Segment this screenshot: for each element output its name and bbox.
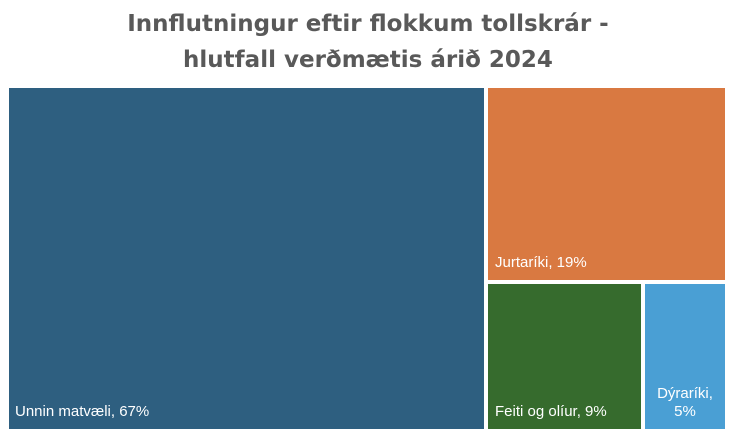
tile-label-dyrariki-line1: Dýraríki,	[657, 385, 713, 402]
tile-jurtariki: Jurtaríki, 19%	[488, 88, 725, 280]
tile-label-dyrariki-line2: 5%	[674, 403, 696, 420]
tile-label-unnin-matvaeli: Unnin matvæli, 67%	[15, 403, 150, 420]
tile-label-dyrariki: Dýraríki, 5%	[645, 385, 725, 421]
tile-label-jurtariki: Jurtaríki, 19%	[495, 254, 587, 271]
tile-feiti-og-oliur: Feiti og olíur, 9%	[488, 284, 641, 429]
chart-title: Innflutningur eftir flokkum tollskrár -	[127, 11, 609, 37]
tile-label-feiti-og-oliur: Feiti og olíur, 9%	[495, 403, 607, 420]
tile-dyrariki: Dýraríki, 5%	[645, 284, 725, 429]
chart-subtitle: hlutfall verðmætis árið 2024	[183, 47, 553, 73]
tile-unnin-matvaeli: Unnin matvæli, 67%	[9, 88, 484, 429]
